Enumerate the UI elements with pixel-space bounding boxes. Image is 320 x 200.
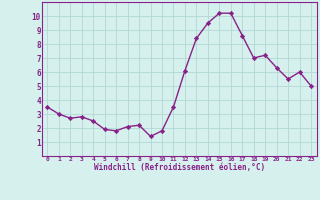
X-axis label: Windchill (Refroidissement éolien,°C): Windchill (Refroidissement éolien,°C) (94, 163, 265, 172)
